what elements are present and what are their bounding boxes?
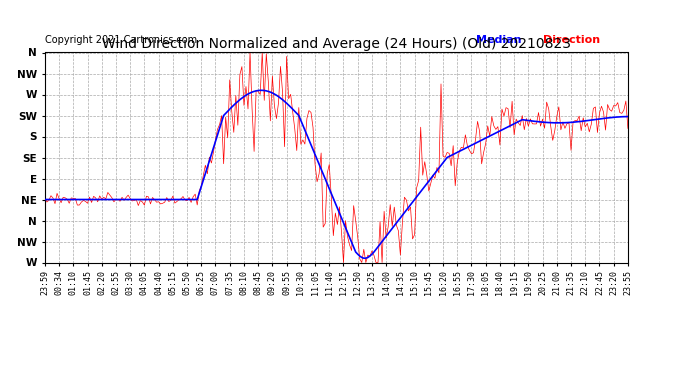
Title: Wind Direction Normalized and Average (24 Hours) (Old) 20210823: Wind Direction Normalized and Average (2…	[102, 38, 571, 51]
Text: Direction: Direction	[543, 35, 600, 45]
Text: Median: Median	[476, 35, 522, 45]
Text: Copyright 2021 Cartronics.com: Copyright 2021 Cartronics.com	[45, 35, 197, 45]
